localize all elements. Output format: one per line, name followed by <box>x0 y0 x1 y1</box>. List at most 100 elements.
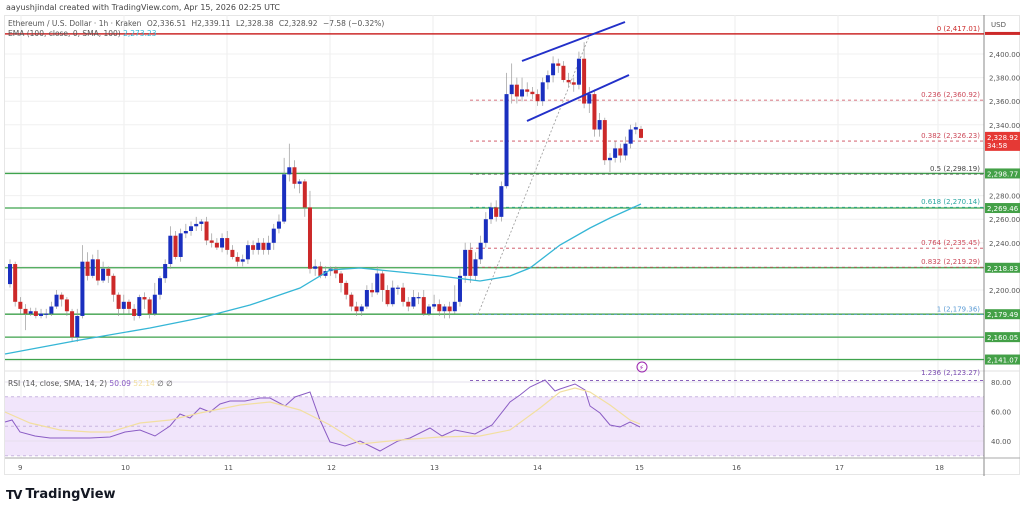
candle-body <box>302 181 307 208</box>
candle-body <box>282 174 287 222</box>
price-change: −7.58 (−0.32%) <box>322 19 385 28</box>
rsi-extra: ∅ ∅ <box>157 379 173 388</box>
candle-body <box>111 275 116 295</box>
candle-body <box>463 249 468 276</box>
candle-body <box>499 186 504 217</box>
candle-body <box>545 75 550 83</box>
rsi-tick: 60.00 <box>991 409 1011 417</box>
candle-body <box>245 245 250 260</box>
price-tick: 2,360.00 <box>989 98 1020 106</box>
ema-value: 2,273.23 <box>123 29 157 38</box>
candle-body <box>204 221 209 241</box>
candle-body <box>370 290 375 293</box>
ohlc-open: O2,336.51 <box>146 19 187 28</box>
price-tick: 2,260.00 <box>989 216 1020 224</box>
price-tick: 2,200.00 <box>989 287 1020 295</box>
ema-legend[interactable]: EMA (100, close, 0, SMA, 100) 2,273.23 <box>8 29 157 38</box>
candle-body <box>426 306 431 314</box>
candle-body <box>116 294 121 309</box>
fib-level-label: 0.764 (2,235.45) <box>921 239 980 247</box>
candle-body <box>256 242 261 250</box>
candle-body <box>525 89 530 92</box>
rsi-label: RSI (14, close, SMA, 14, 2) <box>8 379 108 388</box>
candle-body <box>597 120 602 130</box>
candle-body <box>556 63 561 66</box>
fib-0-marker <box>985 31 1020 35</box>
rsi-legend[interactable]: RSI (14, close, SMA, 14, 2) 50.09 52.14 … <box>8 379 173 388</box>
price-tick: 2,400.00 <box>989 51 1020 59</box>
candle-body <box>251 245 256 250</box>
event-marker-icon <box>636 361 648 373</box>
candle-body <box>339 273 344 283</box>
candle-body <box>292 167 297 184</box>
candle-body <box>566 79 571 83</box>
candle-body <box>199 221 204 224</box>
ema-label: EMA (100, close, 0, SMA, 100) <box>8 29 121 38</box>
candle-body <box>261 242 266 250</box>
candle-body <box>137 297 142 316</box>
candle-body <box>509 84 514 95</box>
candle-body <box>33 311 38 316</box>
price-tick: 2,280.00 <box>989 193 1020 201</box>
ohlc-close: C2,328.92 <box>278 19 318 28</box>
date-tick: 17 <box>835 464 844 472</box>
price-tick: 2,380.00 <box>989 75 1020 83</box>
candle-body <box>230 249 235 257</box>
candle-body <box>323 271 328 276</box>
candle-body <box>618 148 623 156</box>
candle-body <box>592 94 597 130</box>
candle-body <box>189 226 194 231</box>
candle-body <box>395 287 400 289</box>
candle-body <box>142 297 147 300</box>
chart-frame <box>4 15 1020 475</box>
candle-body <box>225 238 230 250</box>
tradingview-logo-icon: TV <box>6 487 23 502</box>
date-tick: 18 <box>935 464 944 472</box>
fib-level-label: 0.382 (2,326.23) <box>921 132 980 140</box>
support-price-label: 2,298.77 <box>987 170 1018 178</box>
ohlc-high: H2,339.11 <box>191 19 231 28</box>
candle-body <box>90 259 95 276</box>
candle-body <box>478 242 483 260</box>
candle-body <box>442 306 447 312</box>
candle-body <box>551 63 556 76</box>
candle-body <box>447 306 452 312</box>
upper-trendline <box>521 21 626 62</box>
candle-body <box>576 58 581 85</box>
candle-body <box>364 290 369 307</box>
rsi-tick: 40.00 <box>991 438 1011 446</box>
price-tick: 2,340.00 <box>989 122 1020 130</box>
tradingview-branding[interactable]: TV TradingView <box>6 487 116 502</box>
candle-body <box>489 207 494 220</box>
candle-body <box>582 58 587 104</box>
candle-body <box>540 82 545 102</box>
candle-body <box>80 261 85 316</box>
candle-body <box>406 301 411 307</box>
candle-body <box>344 282 349 295</box>
candle-body <box>385 290 390 305</box>
candle-body <box>375 273 380 293</box>
candle-body <box>163 264 168 279</box>
candle-body <box>173 235 178 257</box>
candle-body <box>95 259 100 281</box>
candle-body <box>297 181 302 184</box>
fib-level-label: 0.236 (2,360.92) <box>921 91 980 99</box>
candle-body <box>504 94 509 187</box>
candle-body <box>8 264 12 285</box>
candle-body <box>152 294 157 314</box>
support-price-label: 2,218.83 <box>987 265 1018 273</box>
candle-body <box>132 308 137 316</box>
candle-body <box>49 306 54 314</box>
candle-body <box>530 91 535 95</box>
candle-body <box>623 143 628 156</box>
candle-body <box>639 128 643 138</box>
rsi-sma-line <box>4 387 641 445</box>
candle-body <box>483 219 488 243</box>
price-tick: 2,240.00 <box>989 240 1020 248</box>
fib-level-label: 0 (2,417.01) <box>937 25 981 33</box>
last-price-value: 2,328.92 <box>987 134 1018 142</box>
candle-body <box>106 268 111 276</box>
last-price-badge <box>985 131 1020 151</box>
fib-level-label: 0.832 (2,219.29) <box>921 258 980 266</box>
